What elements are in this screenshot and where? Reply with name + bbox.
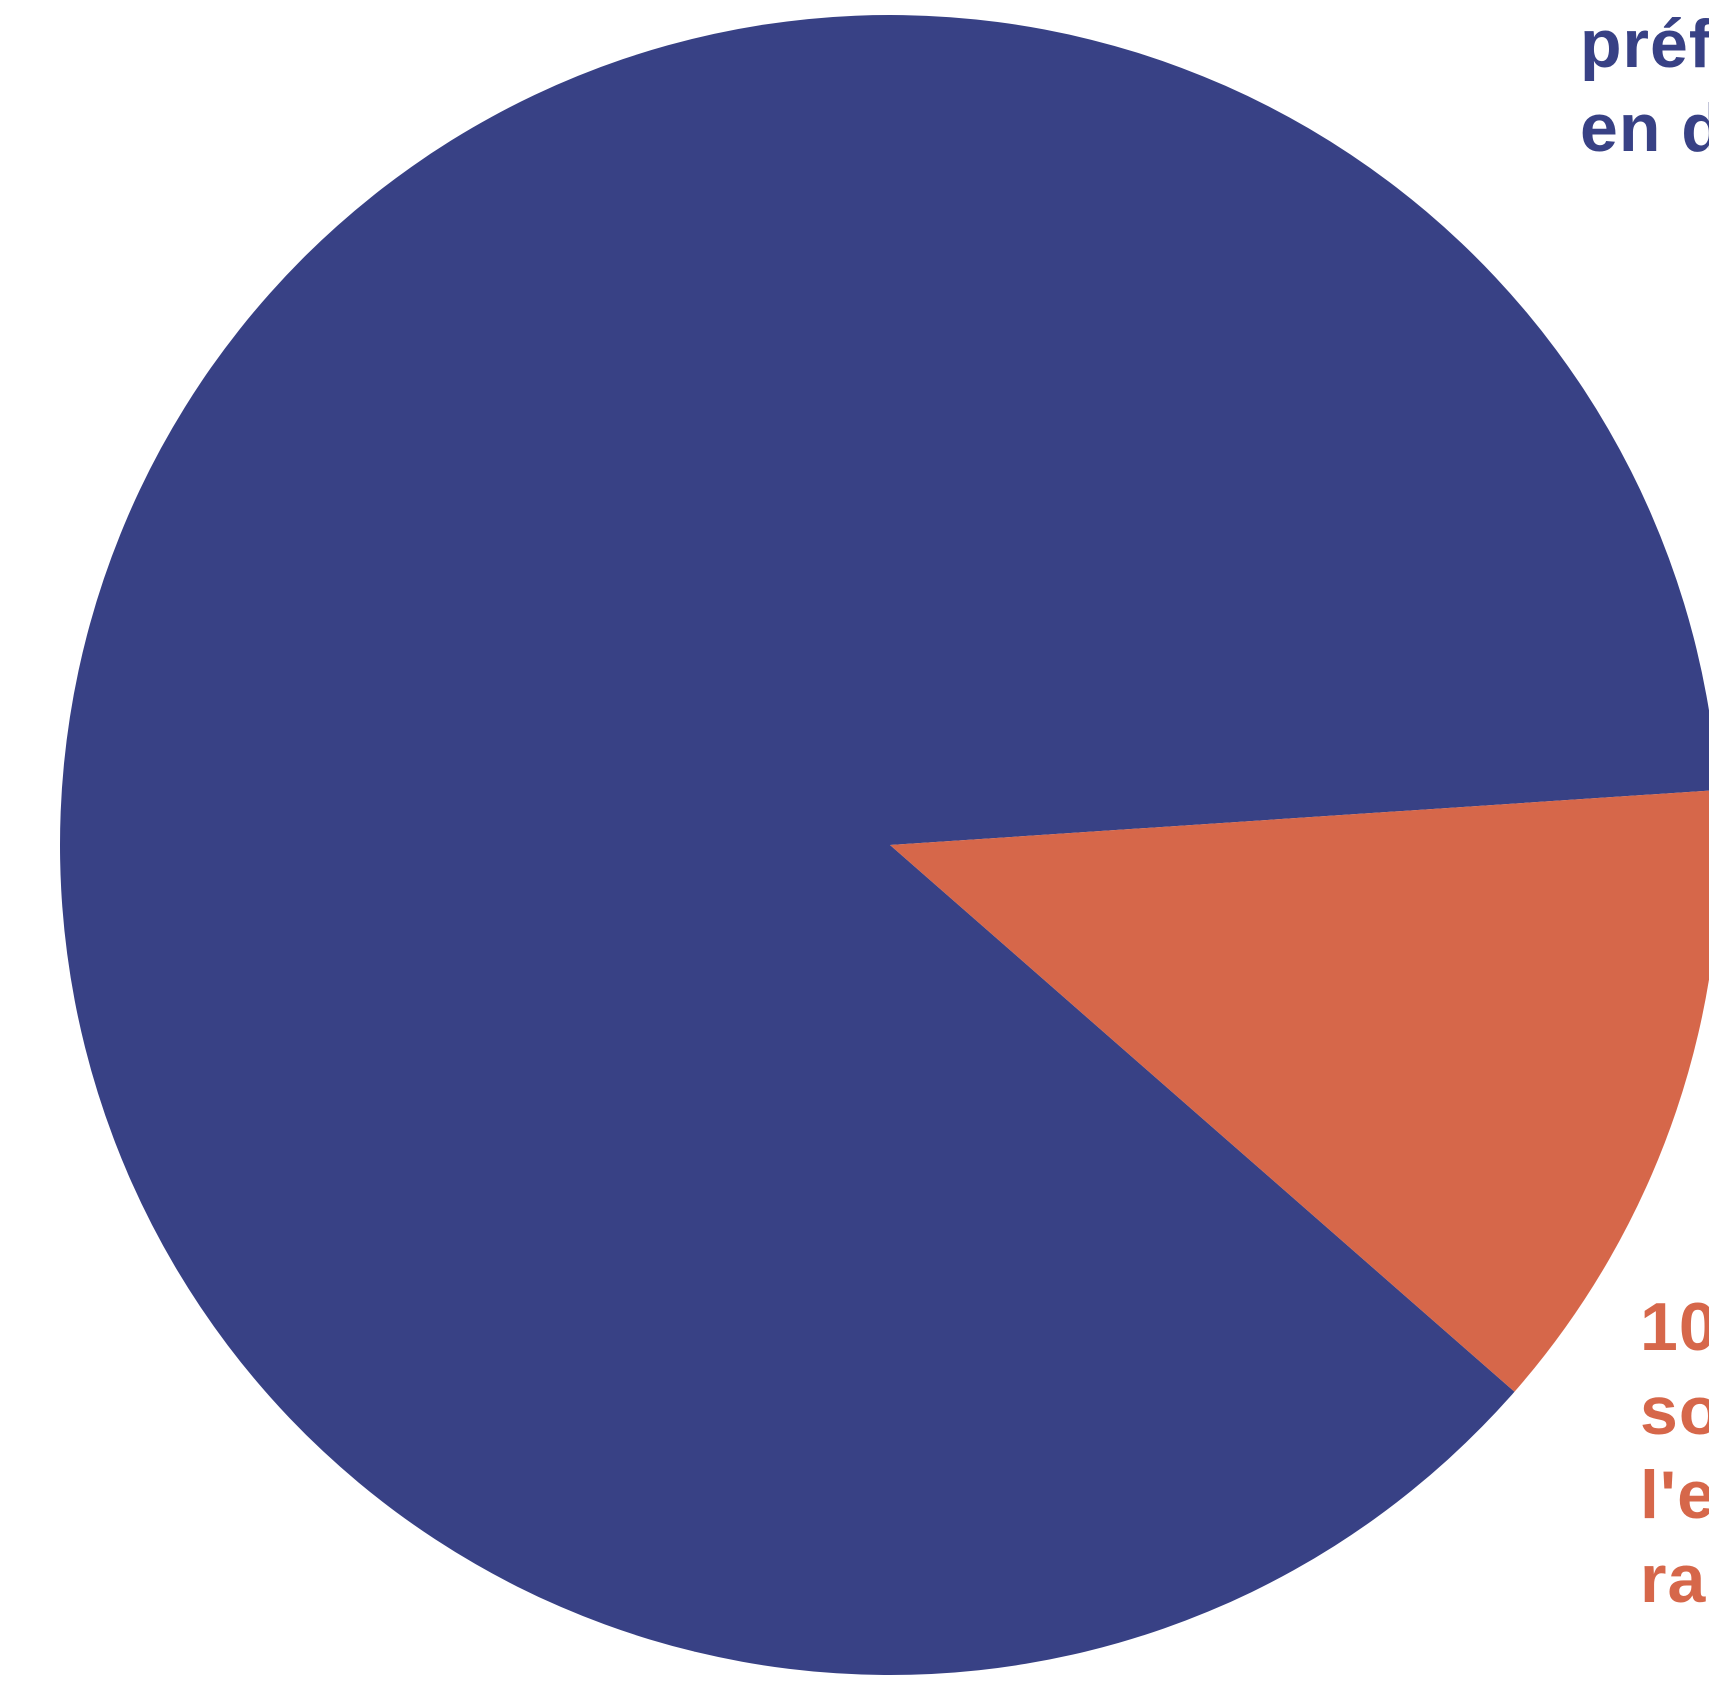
pie-slices [60, 15, 1709, 1675]
slice-label-minor-line-1: 10 [1640, 1289, 1709, 1365]
slice-label-minor-line-2: so [1640, 1373, 1709, 1449]
slice-label-minor-line-3: l'e [1640, 1457, 1709, 1533]
slice-label-major: préf en d [1580, 2, 1709, 170]
slice-label-minor-line-4: ra [1640, 1541, 1707, 1617]
slice-label-major-line-1: préf [1580, 6, 1709, 82]
slice-label-minor: 10 so l'e ra [1640, 1285, 1709, 1621]
pie-slice-minor [890, 790, 1709, 1392]
slice-label-major-line-2: en d [1580, 90, 1709, 166]
pie-slice-major [60, 15, 1709, 1675]
